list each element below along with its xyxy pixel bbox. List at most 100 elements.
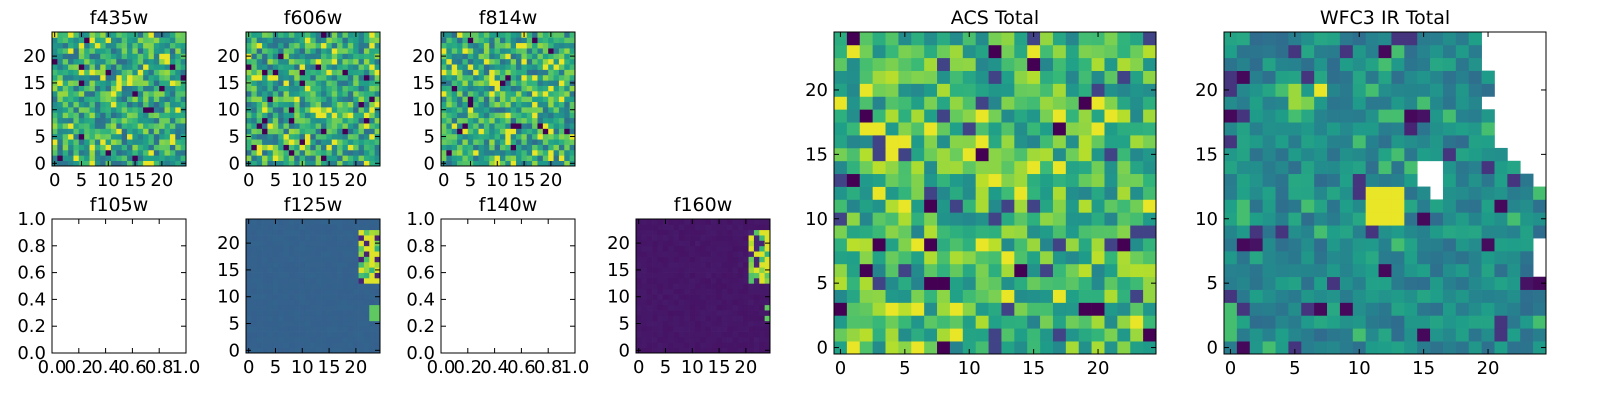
pixel-cell bbox=[278, 107, 284, 113]
pixel-cell bbox=[262, 224, 268, 231]
pixel-cell bbox=[494, 96, 501, 103]
pixel-cell bbox=[505, 69, 512, 76]
pixel-cell bbox=[321, 32, 327, 38]
pixel-cell bbox=[1365, 122, 1379, 136]
pixel-cell bbox=[721, 342, 728, 348]
pixel-cell bbox=[251, 107, 258, 113]
pixel-cell bbox=[1236, 173, 1251, 187]
pixel-cell bbox=[548, 112, 554, 119]
pixel-cell bbox=[110, 160, 117, 167]
pixel-cell bbox=[132, 112, 139, 119]
pixel-cell bbox=[657, 336, 664, 343]
pixel-cell bbox=[337, 149, 343, 156]
pixel-cell bbox=[743, 245, 749, 252]
pixel-cell bbox=[331, 299, 338, 306]
pixel-cell bbox=[975, 83, 989, 97]
pixel-cell bbox=[94, 144, 101, 151]
pixel-cell bbox=[689, 331, 696, 338]
pixel-cell bbox=[299, 277, 306, 284]
pixel-cell bbox=[57, 74, 64, 81]
pixel-cell bbox=[310, 144, 317, 151]
pixel-cell bbox=[753, 277, 760, 284]
pixel-cell bbox=[127, 133, 133, 140]
pixel-cell bbox=[315, 331, 322, 338]
pixel-cell bbox=[347, 283, 354, 290]
pixel-cell bbox=[1052, 302, 1067, 316]
pixel-cell bbox=[759, 342, 765, 348]
pixel-cell bbox=[148, 112, 155, 119]
pixel-cell bbox=[1327, 341, 1341, 355]
pixel-cell bbox=[62, 85, 69, 92]
pixel-cell bbox=[342, 90, 349, 97]
pixel-cell bbox=[1249, 44, 1263, 59]
pixel-cell bbox=[1040, 328, 1054, 342]
pixel-cell bbox=[1288, 135, 1302, 149]
pixel-cell bbox=[548, 139, 554, 145]
pixel-cell bbox=[483, 96, 490, 103]
pixel-cell bbox=[846, 173, 861, 187]
pixel-cell bbox=[657, 256, 664, 263]
pixel-cell bbox=[678, 224, 685, 231]
pixel-cell bbox=[1091, 186, 1105, 200]
pixel-cell bbox=[1143, 341, 1157, 355]
pixel-cell bbox=[732, 336, 739, 343]
pixel-cell bbox=[684, 251, 690, 257]
pixel-cell bbox=[548, 128, 554, 135]
pixel-cell bbox=[569, 32, 576, 38]
pixel-cell bbox=[743, 326, 749, 332]
pixel-cell bbox=[499, 42, 506, 49]
pixel-cell bbox=[716, 235, 723, 241]
pixel-cell bbox=[1014, 250, 1028, 265]
pixel-cell bbox=[673, 261, 680, 268]
pixel-cell bbox=[342, 144, 349, 151]
pixel-cell bbox=[558, 107, 565, 113]
pixel-cell bbox=[700, 240, 707, 247]
pixel-cell bbox=[1314, 328, 1328, 342]
pixel-cell bbox=[721, 224, 728, 231]
pixel-cell bbox=[137, 128, 144, 135]
pixel-cell bbox=[1078, 70, 1092, 84]
pixel-cell bbox=[1352, 225, 1367, 239]
pixel-cell bbox=[159, 123, 165, 129]
pixel-cell bbox=[251, 219, 258, 225]
pixel-cell bbox=[363, 160, 370, 167]
pixel-cell bbox=[478, 117, 485, 124]
pixel-cell bbox=[641, 304, 648, 311]
pixel-cell bbox=[537, 128, 544, 135]
pixel-cell bbox=[1249, 250, 1263, 265]
pixel-cell bbox=[262, 320, 268, 327]
pixel-cell bbox=[299, 310, 306, 316]
pixel-cell bbox=[288, 261, 295, 268]
pixel-cell bbox=[353, 90, 359, 97]
pixel-cell bbox=[315, 107, 322, 113]
pixel-cell bbox=[641, 277, 648, 284]
pixel-cell bbox=[962, 44, 977, 59]
pixel-cell bbox=[1507, 199, 1521, 213]
pixel-cell bbox=[310, 347, 317, 354]
pixel-cell bbox=[646, 336, 653, 343]
pixel-cell bbox=[278, 64, 284, 70]
pixel-cell bbox=[1481, 302, 1495, 316]
pixel-cell bbox=[363, 245, 370, 252]
pixel-cell bbox=[180, 117, 187, 124]
pixel-cell bbox=[116, 80, 123, 86]
pixel-cell bbox=[684, 224, 690, 231]
pixel-cell bbox=[553, 96, 560, 103]
pixel-cell bbox=[510, 69, 517, 76]
pixel-cell bbox=[251, 48, 258, 54]
pixel-cell bbox=[299, 304, 306, 311]
panel-f105w: f105w0.00.20.40.60.81.00.00.20.40.60.81.… bbox=[17, 194, 200, 378]
pixel-cell bbox=[1378, 212, 1392, 226]
pixel-cell bbox=[304, 261, 311, 268]
pixel-cell bbox=[748, 288, 755, 295]
y-tick-label: 10 bbox=[805, 209, 828, 230]
pixel-cell bbox=[1378, 135, 1392, 149]
pixel-cell bbox=[505, 64, 512, 70]
pixel-cell bbox=[1027, 96, 1041, 110]
pixel-cell bbox=[636, 283, 642, 290]
pixel-cell bbox=[358, 267, 365, 273]
pixel-cell bbox=[164, 117, 171, 124]
pixel-cell bbox=[505, 160, 512, 167]
pixel-cell bbox=[288, 117, 295, 124]
pixel-cell bbox=[52, 101, 58, 108]
